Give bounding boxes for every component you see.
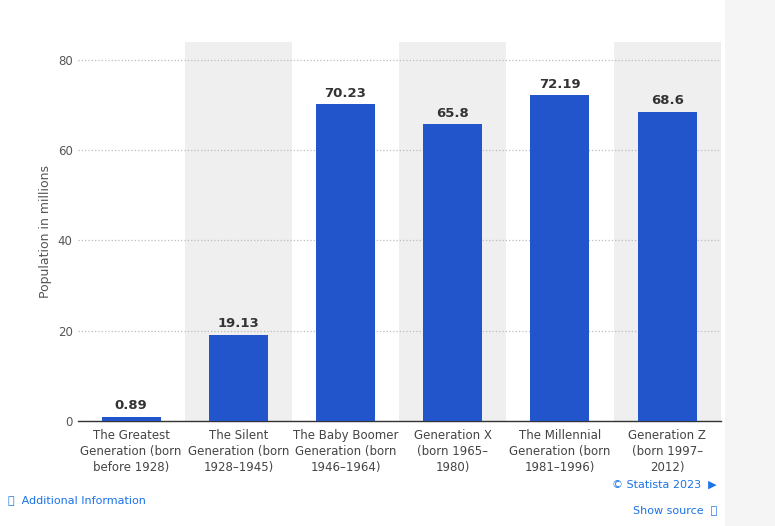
Bar (184, 42, 292, 421)
Text: 68.6: 68.6 (651, 94, 684, 107)
Text: 70.23: 70.23 (325, 87, 367, 99)
Text: 65.8: 65.8 (436, 107, 469, 119)
Text: 72.19: 72.19 (539, 78, 580, 91)
Bar (506, 42, 614, 421)
Bar (292, 42, 399, 421)
Bar (423, 124, 482, 421)
Bar (614, 42, 721, 421)
Bar (638, 112, 697, 421)
Bar (316, 104, 375, 421)
Bar (399, 42, 506, 421)
Y-axis label: Population in millions: Population in millions (40, 165, 52, 298)
Bar (102, 417, 160, 421)
Bar (208, 335, 268, 421)
Bar (78, 42, 184, 421)
Text: © Statista 2023  ▶: © Statista 2023 ▶ (612, 479, 717, 489)
Text: ⓘ  Additional Information: ⓘ Additional Information (8, 495, 146, 505)
Bar (530, 95, 590, 421)
Text: Show source  ⓘ: Show source ⓘ (632, 505, 717, 515)
Text: 19.13: 19.13 (218, 317, 259, 330)
Text: 0.89: 0.89 (115, 399, 147, 412)
